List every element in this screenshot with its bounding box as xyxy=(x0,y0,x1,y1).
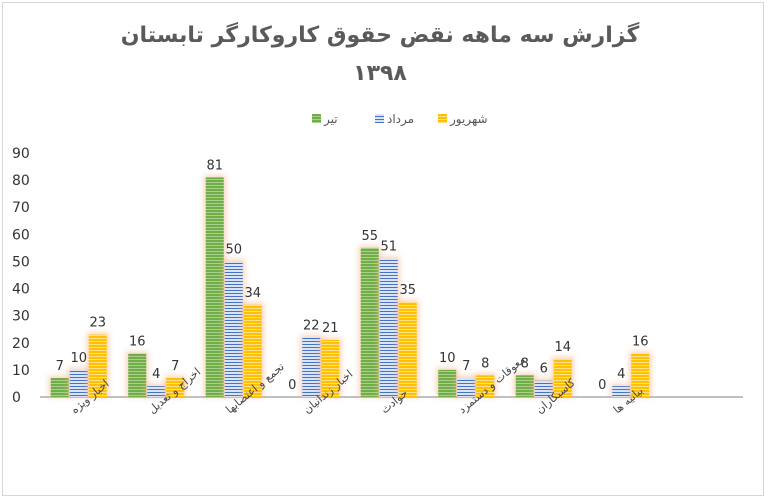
y-tick-label: 60 xyxy=(12,227,30,243)
bar xyxy=(243,304,262,397)
data-label: 8 xyxy=(521,356,529,371)
chart-subtitle: ۱۳۹۸ xyxy=(353,61,407,86)
legend-swatch xyxy=(438,114,447,123)
data-label: 16 xyxy=(632,335,649,350)
data-label: 0 xyxy=(598,378,606,393)
data-label: 16 xyxy=(129,335,146,350)
data-label: 22 xyxy=(303,318,320,333)
y-tick-label: 20 xyxy=(12,336,30,352)
bar xyxy=(302,337,321,397)
legend-label: تیر xyxy=(323,112,338,127)
data-label: 81 xyxy=(206,158,223,173)
data-label: 7 xyxy=(171,359,179,374)
data-label: 0 xyxy=(288,378,296,393)
bar xyxy=(438,369,457,397)
y-tick-label: 70 xyxy=(12,200,30,216)
bar xyxy=(88,334,107,397)
data-label: 23 xyxy=(89,316,106,331)
data-label: 6 xyxy=(540,362,548,377)
legend-swatch xyxy=(375,114,384,123)
bar xyxy=(321,340,340,397)
y-tick-label: 50 xyxy=(12,254,30,270)
bar xyxy=(612,386,631,397)
data-label: 4 xyxy=(617,367,625,382)
bar xyxy=(379,258,398,397)
data-label: 34 xyxy=(244,286,261,301)
data-label: 7 xyxy=(56,359,64,374)
data-label: 51 xyxy=(380,240,397,255)
y-tick-label: 40 xyxy=(12,282,30,298)
chart-title: گزارش سه ماهه نقض حقوق کاروکارگر تابستان xyxy=(121,21,640,48)
data-label: 7 xyxy=(462,359,470,374)
legend-label: شهریور xyxy=(449,112,488,127)
bar xyxy=(515,375,534,397)
data-label: 55 xyxy=(361,229,378,244)
y-tick-label: 80 xyxy=(12,173,30,189)
bar xyxy=(147,386,166,397)
bar xyxy=(631,353,650,397)
y-tick-label: 30 xyxy=(12,309,30,325)
data-label: 50 xyxy=(225,242,242,257)
bar xyxy=(224,261,243,397)
legend-swatch xyxy=(312,114,321,123)
data-label: 10 xyxy=(70,351,87,366)
bar xyxy=(534,380,553,397)
bar xyxy=(360,247,379,397)
bar xyxy=(205,177,224,397)
bars xyxy=(48,175,652,397)
y-tick-label: 0 xyxy=(12,390,21,406)
data-label: 35 xyxy=(399,283,416,298)
data-label: 4 xyxy=(152,367,160,382)
legend-label: مرداد xyxy=(387,112,414,127)
bar xyxy=(398,302,417,397)
data-label: 8 xyxy=(481,356,489,371)
bar xyxy=(69,369,88,397)
y-tick-label: 10 xyxy=(12,363,30,379)
bar xyxy=(476,375,495,397)
data-label: 14 xyxy=(554,340,571,355)
data-label: 21 xyxy=(322,321,339,336)
legend: تیر مرداد شهریور xyxy=(312,112,488,127)
bar xyxy=(457,378,476,397)
bar xyxy=(128,353,147,397)
bar xyxy=(50,378,69,397)
y-tick-label: 90 xyxy=(12,146,30,162)
bar xyxy=(553,359,572,397)
bar xyxy=(166,378,185,397)
data-label: 10 xyxy=(439,351,456,366)
